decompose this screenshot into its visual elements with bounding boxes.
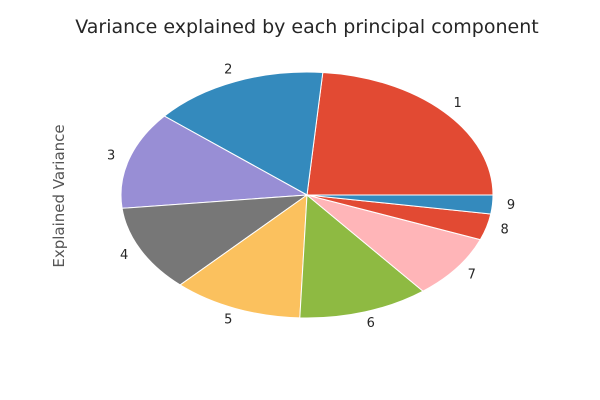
pie-slice-labels: 1 2 3 4 5 6 7 8 9: [107, 63, 515, 331]
slice-label-3: 3: [107, 148, 115, 163]
pie-slice-4: [121, 194, 309, 286]
slice-label-2: 2: [224, 63, 232, 78]
pie-slice-1: [306, 71, 494, 196]
pie-slice-5: [179, 193, 308, 319]
pie-slice-3: [120, 115, 309, 209]
slice-label-8: 8: [500, 223, 508, 238]
pie-slice-2: [163, 71, 324, 196]
slice-label-1: 1: [454, 96, 462, 111]
pie-slices: [120, 71, 494, 319]
y-axis-label: Explained Variance: [50, 124, 68, 267]
slice-label-4: 4: [120, 248, 128, 263]
slice-label-6: 6: [367, 316, 375, 331]
slice-label-7: 7: [468, 268, 476, 283]
pie-slice-9: [306, 194, 494, 215]
pie-slice-7: [306, 194, 482, 292]
slice-label-9: 9: [507, 198, 515, 213]
chart-title: Variance explained by each principal com…: [75, 16, 538, 38]
slice-label-5: 5: [224, 312, 232, 327]
pie-slice-6: [299, 193, 424, 319]
